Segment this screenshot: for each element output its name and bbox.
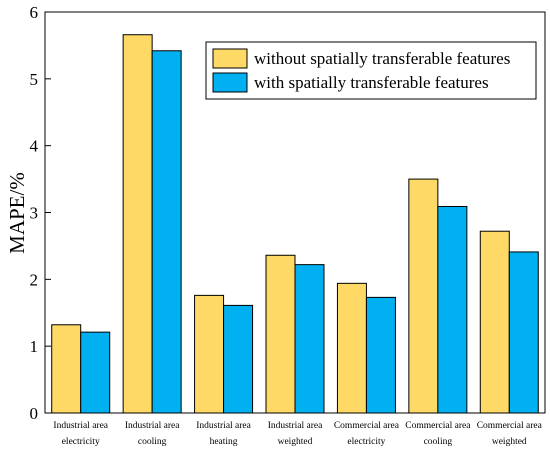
y-tick-label: 5 [30, 70, 39, 89]
legend-label: with spatially transferable features [254, 73, 489, 92]
x-category-label: Industrial area [125, 421, 180, 431]
bar-with-features [80, 331, 111, 414]
bar-with-features [365, 296, 396, 414]
bar-without-features [408, 178, 439, 414]
x-category-label: Commercial area [477, 421, 543, 431]
y-tick-label: 2 [30, 270, 39, 289]
x-category-label: Commercial area [405, 421, 471, 431]
bar-with-features [437, 205, 468, 414]
bar-without-features [194, 294, 225, 414]
x-category-label: weighted [278, 437, 313, 447]
x-category-label: cooling [138, 437, 167, 447]
legend-swatch [212, 48, 248, 69]
x-category-label: cooling [424, 437, 453, 447]
y-ticks-group: 0 1 2 3 4 5 6 [30, 3, 51, 423]
x-category-label: Industrial area [53, 421, 108, 431]
y-tick-label: 6 [30, 3, 39, 22]
bar-with-features [151, 50, 182, 414]
y-tick-label: 0 [30, 404, 39, 423]
y-tick-label: 4 [30, 137, 39, 156]
legend-swatch [212, 72, 248, 93]
x-category-label: Industrial area [196, 421, 251, 431]
bar-without-features [122, 34, 153, 414]
y-tick-label: 1 [30, 337, 39, 356]
bar-without-features [336, 282, 367, 414]
bar-with-features [223, 304, 254, 414]
bar-without-features [265, 254, 296, 414]
y-tick-label: 3 [30, 204, 39, 223]
x-category-labels: Industrial area electricity Industrial are… [53, 421, 542, 447]
legend-box [205, 41, 537, 100]
legend-label: without spatially transferable features [254, 49, 510, 68]
x-category-label: weighted [492, 437, 527, 447]
x-category-label: electricity [347, 437, 385, 447]
y-axis-title-group: MAPE/% [5, 172, 29, 254]
bar-without-features [51, 324, 82, 414]
x-category-label: electricity [62, 437, 100, 447]
bar-with-features [294, 264, 325, 414]
legend: without spatially transferable features w… [205, 41, 537, 100]
bar-with-features [508, 251, 539, 414]
bars-group [51, 34, 539, 414]
x-category-label: Industrial area [268, 421, 323, 431]
x-category-label: heating [210, 437, 238, 447]
y-axis-label: MAPE/% [5, 172, 29, 254]
plot-frame [44, 11, 546, 414]
x-category-label: Commercial area [334, 421, 400, 431]
bar-without-features [479, 230, 510, 414]
